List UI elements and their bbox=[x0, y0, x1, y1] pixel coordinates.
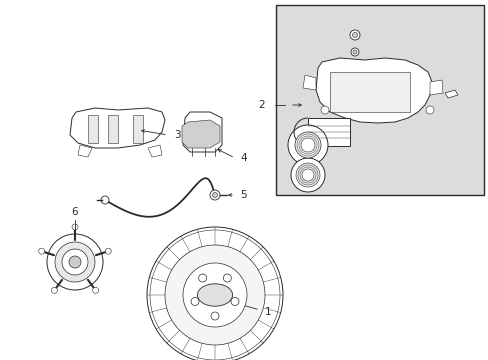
Circle shape bbox=[209, 190, 220, 200]
Circle shape bbox=[191, 297, 199, 306]
Text: 2: 2 bbox=[258, 100, 264, 110]
Circle shape bbox=[105, 248, 111, 254]
Polygon shape bbox=[70, 108, 164, 148]
Bar bbox=[108, 115, 118, 143]
Circle shape bbox=[294, 132, 320, 158]
Circle shape bbox=[69, 256, 81, 268]
Circle shape bbox=[62, 249, 88, 275]
Bar bbox=[307, 118, 349, 146]
Circle shape bbox=[290, 158, 325, 192]
Polygon shape bbox=[303, 75, 315, 90]
Circle shape bbox=[101, 196, 109, 204]
Polygon shape bbox=[182, 120, 220, 148]
Polygon shape bbox=[444, 90, 457, 98]
Text: 5: 5 bbox=[240, 190, 246, 200]
Bar bbox=[133, 115, 142, 143]
Polygon shape bbox=[148, 145, 162, 157]
Circle shape bbox=[223, 274, 231, 282]
Circle shape bbox=[210, 312, 219, 320]
Circle shape bbox=[352, 50, 356, 54]
Circle shape bbox=[320, 106, 328, 114]
Circle shape bbox=[352, 32, 357, 37]
Circle shape bbox=[287, 125, 327, 165]
Circle shape bbox=[295, 163, 319, 187]
Circle shape bbox=[55, 242, 95, 282]
Circle shape bbox=[302, 169, 313, 181]
Bar bbox=[88, 115, 98, 143]
Circle shape bbox=[72, 224, 78, 230]
Bar bbox=[329, 72, 409, 112]
Circle shape bbox=[164, 245, 264, 345]
Text: 4: 4 bbox=[240, 153, 246, 163]
Circle shape bbox=[425, 106, 433, 114]
Polygon shape bbox=[78, 145, 92, 157]
Bar bbox=[275, 5, 483, 195]
Ellipse shape bbox=[197, 284, 232, 306]
Circle shape bbox=[349, 30, 359, 40]
Text: 3: 3 bbox=[174, 130, 180, 140]
Circle shape bbox=[350, 48, 358, 56]
Circle shape bbox=[230, 297, 239, 306]
Circle shape bbox=[51, 287, 57, 293]
Circle shape bbox=[92, 287, 99, 293]
Circle shape bbox=[39, 248, 44, 254]
Circle shape bbox=[183, 263, 246, 327]
Circle shape bbox=[198, 274, 206, 282]
Text: 6: 6 bbox=[72, 207, 78, 217]
Circle shape bbox=[47, 234, 103, 290]
Polygon shape bbox=[315, 58, 431, 123]
Circle shape bbox=[301, 138, 314, 152]
Polygon shape bbox=[183, 112, 222, 152]
Circle shape bbox=[147, 227, 283, 360]
Polygon shape bbox=[429, 80, 442, 95]
Text: 1: 1 bbox=[264, 307, 271, 317]
Circle shape bbox=[212, 193, 217, 198]
